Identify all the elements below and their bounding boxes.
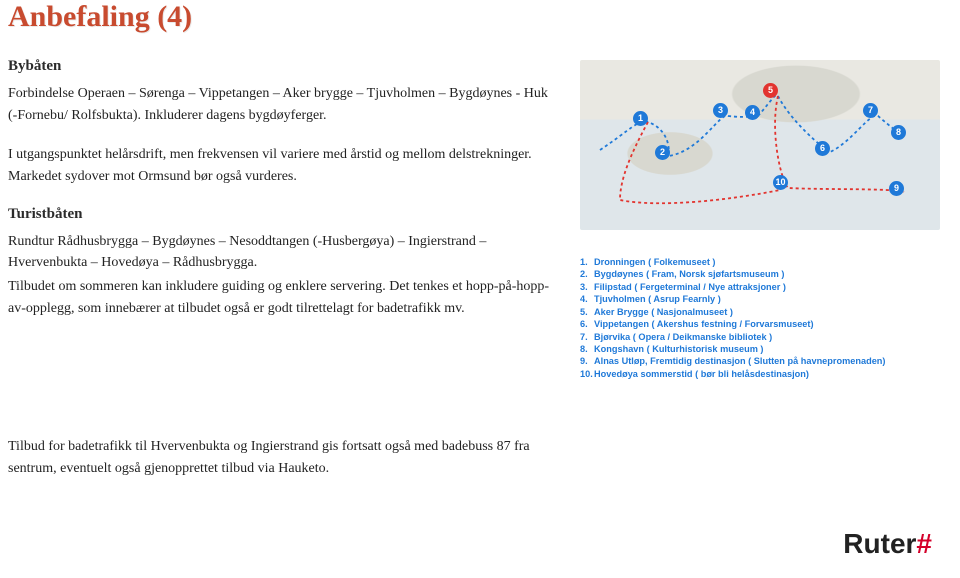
legend-number: 9.	[580, 355, 594, 367]
section-heading-turistbaten: Turistbåten	[8, 206, 558, 223]
legend-label: Hovedøya sommerstid ( bør bli helåsdesti…	[594, 369, 809, 379]
legend-label: Tjuvholmen ( Asrup Fearnly )	[594, 294, 721, 304]
page-title: Anbefaling (4)	[8, 0, 192, 34]
map-marker-3: 3	[713, 103, 728, 118]
section-heading-bybaten: Bybåten	[8, 58, 558, 75]
legend-number: 3.	[580, 281, 594, 293]
footer-paragraph: Tilbud for badetrafikk til Hvervenbukta …	[8, 436, 568, 479]
map-background: 1 2 3 45 6 78 9 10	[580, 60, 940, 230]
legend-row: 2.Bygdøynes ( Fram, Norsk sjøfartsmuseum…	[580, 268, 940, 280]
legend-number: 10.	[580, 368, 594, 380]
legend-label: Vippetangen ( Akershus festning / Forvar…	[594, 319, 814, 329]
map-route-path	[775, 96, 904, 192]
legend-label: Aker Brygge ( Nasjonalmuseet )	[594, 307, 733, 317]
legend-row: 4.Tjuvholmen ( Asrup Fearnly )	[580, 293, 940, 305]
logo-hash: #	[916, 528, 932, 559]
legend-number: 2.	[580, 268, 594, 280]
turistbaten-paragraph-1: Rundtur Rådhusbrygga – Bygdøynes – Nesod…	[8, 231, 558, 274]
map-marker-10: 10	[773, 175, 788, 190]
legend-row: 3.Filipstad ( Fergeterminal / Nye attrak…	[580, 281, 940, 293]
legend-label: Bygdøynes ( Fram, Norsk sjøfartsmuseum )	[594, 269, 784, 279]
map-marker-7: 7	[863, 103, 878, 118]
map-marker-2: 2	[655, 145, 670, 160]
legend-row: 7.Bjørvika ( Opera / Deikmanske bibliote…	[580, 331, 940, 343]
legend-number: 1.	[580, 256, 594, 268]
ruter-logo: Ruter#	[843, 528, 932, 560]
map-marker-6: 6	[815, 141, 830, 156]
bybaten-paragraph-2: I utgangspunktet helårsdrift, men frekve…	[8, 144, 558, 187]
left-column: Bybåten Forbindelse Operaen – Sørenga – …	[8, 58, 558, 338]
legend-row: 8.Kongshavn ( Kulturhistorisk museum )	[580, 343, 940, 355]
footer-paragraph-block: Tilbud for badetrafikk til Hvervenbukta …	[8, 436, 568, 497]
legend-row: 10.Hovedøya sommerstid ( bør bli helåsde…	[580, 368, 940, 380]
legend-label: Bjørvika ( Opera / Deikmanske bibliotek …	[594, 332, 772, 342]
map-marker-5: 5	[763, 83, 778, 98]
legend-row: 5.Aker Brygge ( Nasjonalmuseet )	[580, 306, 940, 318]
logo-text: Ruter	[843, 528, 916, 559]
legend-label: Filipstad ( Fergeterminal / Nye attraksj…	[594, 282, 786, 292]
map-area: 1 2 3 45 6 78 9 10 1.Dronningen ( Folkemuseet )…	[580, 60, 940, 380]
legend-number: 4.	[580, 293, 594, 305]
legend-label: Kongshavn ( Kulturhistorisk museum )	[594, 344, 763, 354]
map-marker-4: 4	[745, 105, 760, 120]
legend-number: 6.	[580, 318, 594, 330]
map-marker-9: 9	[889, 181, 904, 196]
legend-number: 5.	[580, 306, 594, 318]
map-marker-8: 8	[891, 125, 906, 140]
map-routes-svg	[580, 60, 940, 230]
map-legend: 1.Dronningen ( Folkemuseet )2.Bygdøynes …	[580, 256, 940, 380]
legend-row: 9.Alnas Utløp, Fremtidig destinasjon ( S…	[580, 355, 940, 367]
legend-label: Dronningen ( Folkemuseet )	[594, 257, 716, 267]
turistbaten-paragraph-2: Tilbudet om sommeren kan inkludere guidi…	[8, 276, 558, 319]
legend-row: 1.Dronningen ( Folkemuseet )	[580, 256, 940, 268]
map-route-path	[778, 96, 906, 152]
legend-row: 6.Vippetangen ( Akershus festning / Forv…	[580, 318, 940, 330]
map-marker-1: 1	[633, 111, 648, 126]
legend-number: 8.	[580, 343, 594, 355]
legend-number: 7.	[580, 331, 594, 343]
map-route-path	[620, 122, 780, 203]
bybaten-paragraph-1: Forbindelse Operaen – Sørenga – Vippetan…	[8, 83, 558, 126]
legend-label: Alnas Utløp, Fremtidig destinasjon ( Slu…	[594, 356, 885, 366]
